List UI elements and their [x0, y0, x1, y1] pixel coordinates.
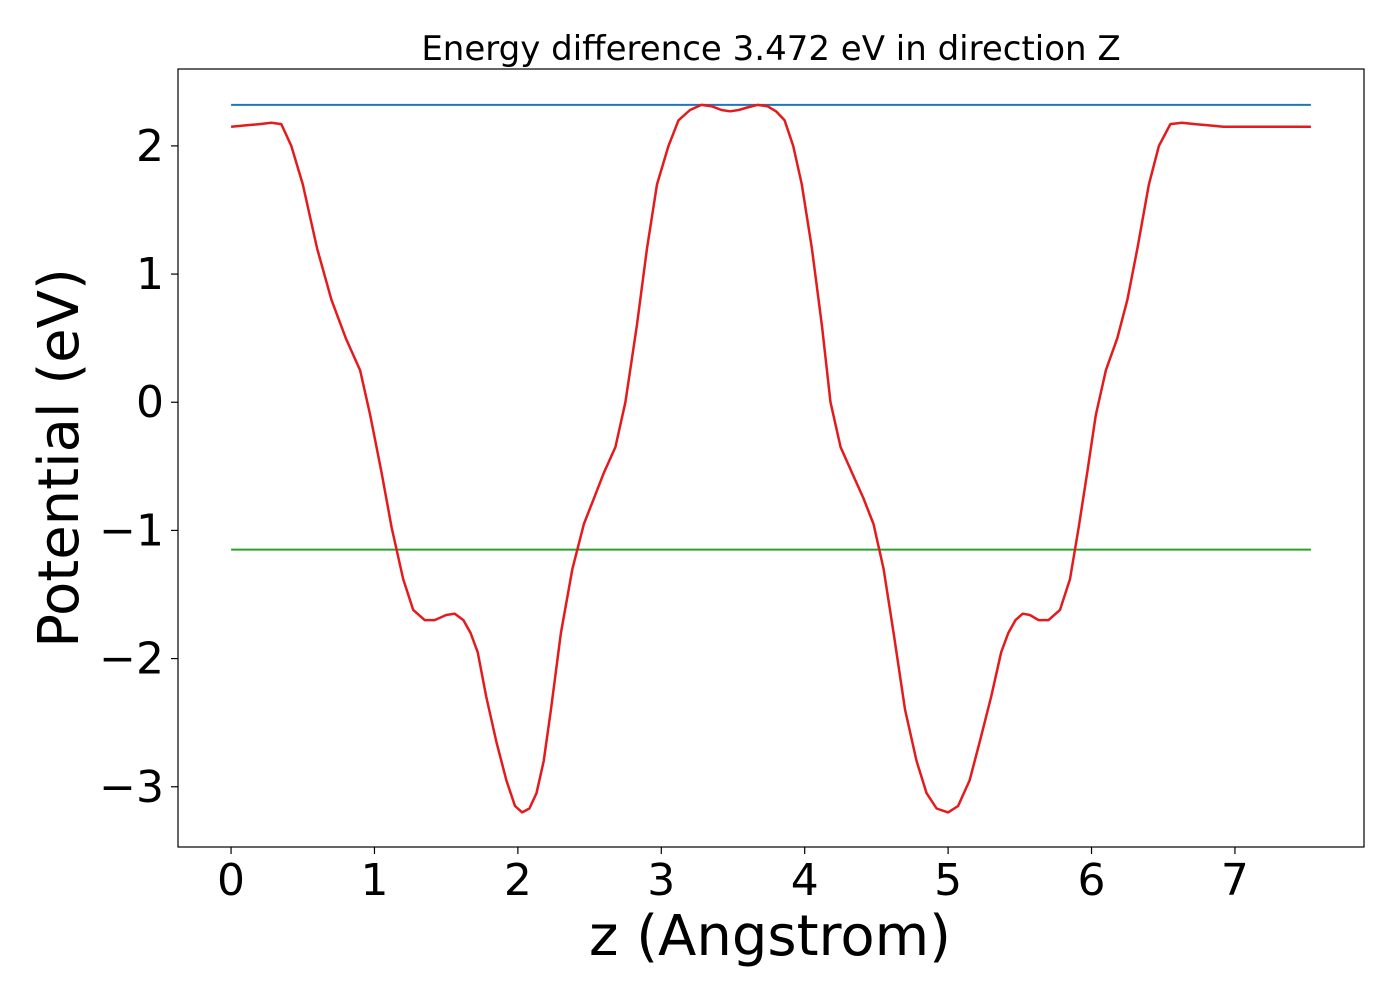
x-axis: 0 1 2 3 4 5 6 7 [217, 847, 1249, 906]
y-tick-label: 0 [136, 377, 164, 428]
x-axis-label: z (Angstrom) [589, 904, 951, 969]
series-layer [230, 103, 1311, 814]
y-tick-label: −1 [99, 505, 164, 556]
y-tick-label: −2 [99, 634, 164, 685]
x-tick-label: 0 [217, 855, 245, 906]
x-tick-label: 7 [1221, 855, 1249, 906]
y-tick-label: 2 [136, 121, 164, 172]
y-axis-label: Potential (eV) [27, 268, 92, 648]
x-tick-label: 5 [934, 855, 962, 906]
x-tick-label: 1 [360, 855, 388, 906]
y-axis: −3 −2 −1 0 1 2 [99, 121, 178, 813]
chart-title: Energy difference 3.472 eV in direction … [421, 29, 1120, 69]
y-tick-label: −3 [99, 762, 164, 813]
plot-frame [177, 68, 1365, 848]
x-tick-label: 3 [647, 855, 675, 906]
x-tick-label: 2 [504, 855, 532, 906]
series-line-3 [230, 103, 1311, 814]
y-tick-label: 1 [136, 249, 164, 300]
x-tick-label: 4 [791, 855, 819, 906]
x-tick-label: 6 [1078, 855, 1106, 906]
